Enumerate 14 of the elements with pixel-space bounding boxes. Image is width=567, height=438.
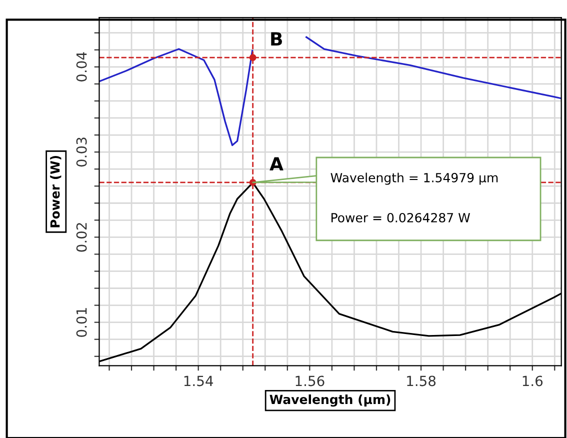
x-tick-label: 1.54 (184, 376, 214, 386)
y-axis-title: Power (W) (50, 156, 62, 228)
y-tick-label: 0.03 (76, 138, 87, 167)
annotation: B (271, 32, 282, 46)
x-tick-label: 1.56 (296, 376, 324, 386)
x-tick-label: 1.6 (522, 376, 543, 386)
x-tick-label: 1.58 (407, 376, 436, 386)
y-tick-label: 0.01 (76, 308, 87, 337)
annotation: A (270, 157, 284, 170)
y-tick-label: 0.02 (76, 223, 87, 252)
y-tick-label: 0.04 (76, 52, 87, 82)
x-axis-title: Wavelength (µm) (270, 394, 390, 407)
annotation: Power = 0.0264287 W (332, 212, 470, 222)
annotation: Wavelength = 1.54979 µm (330, 172, 498, 185)
